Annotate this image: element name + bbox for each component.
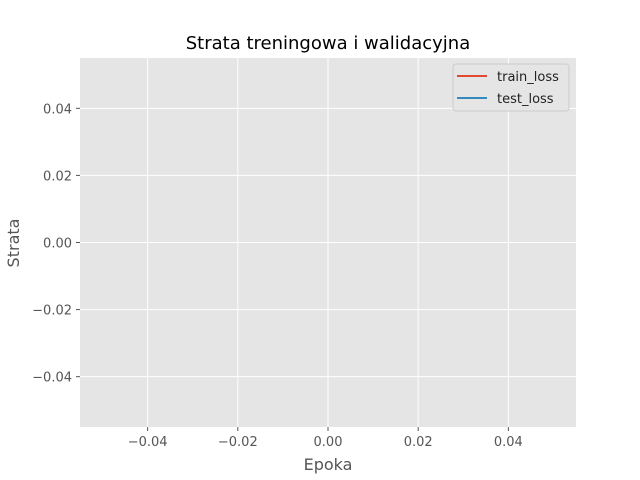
y-axis-ticks: 0.04 0.02 0.00 −0.02 −0.04 [32, 102, 80, 386]
y-tick-label: 0.04 [43, 102, 72, 117]
x-tick-label: 0.04 [494, 435, 523, 450]
chart-title: Strata treningowa i walidacyjna [186, 33, 471, 54]
y-tick-label: −0.02 [32, 304, 72, 319]
x-tick-label: −0.02 [218, 435, 258, 450]
x-tick-label: 0.02 [404, 435, 433, 450]
legend: train_loss test_loss [452, 63, 570, 112]
x-tick-label: 0.00 [314, 435, 343, 450]
y-tick-label: 0.02 [43, 169, 72, 184]
y-tick-label: −0.04 [32, 371, 72, 386]
y-tick-label: 0.00 [43, 237, 72, 252]
x-axis-label: Epoka [304, 455, 353, 474]
legend-label-train-loss: train_loss [497, 70, 559, 85]
grid [80, 58, 576, 427]
legend-label-test-loss: test_loss [497, 92, 554, 107]
x-tick-label: −0.04 [128, 435, 168, 450]
x-axis-ticks: −0.04 −0.02 0.00 0.02 0.04 [128, 427, 523, 450]
y-axis-label: Strata [4, 219, 23, 268]
